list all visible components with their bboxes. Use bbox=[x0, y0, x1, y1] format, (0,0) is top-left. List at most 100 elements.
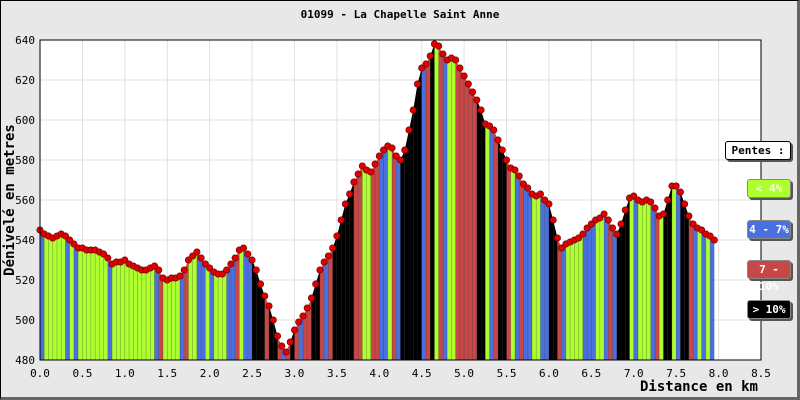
slope-segment bbox=[260, 284, 265, 360]
elevation-point bbox=[70, 240, 78, 248]
slope-segment bbox=[209, 268, 214, 360]
elevation-point bbox=[392, 152, 400, 160]
slope-segment bbox=[608, 220, 613, 360]
elevation-point bbox=[388, 144, 396, 152]
slope-segment bbox=[69, 240, 74, 360]
elevation-point bbox=[307, 294, 315, 302]
slope-segment bbox=[510, 168, 516, 360]
slope-segment bbox=[141, 270, 147, 360]
slope-segment bbox=[654, 208, 660, 360]
elevation-point bbox=[248, 256, 256, 264]
elevation-point bbox=[541, 196, 549, 204]
slope-segment bbox=[82, 248, 87, 360]
slope-segment bbox=[129, 264, 134, 360]
slope-segment bbox=[273, 320, 278, 360]
slope-segment bbox=[599, 214, 605, 360]
elevation-point bbox=[346, 190, 354, 198]
elevation-point bbox=[609, 224, 617, 232]
slope-segment bbox=[196, 252, 202, 360]
elevation-point bbox=[312, 280, 320, 288]
slope-segment bbox=[387, 146, 393, 360]
slope-segment bbox=[315, 270, 320, 360]
slope-segment bbox=[544, 200, 549, 360]
elevation-point bbox=[197, 254, 205, 262]
elevation-point bbox=[630, 192, 638, 200]
elevation-point bbox=[350, 178, 358, 186]
elevation-markers bbox=[36, 40, 718, 356]
elevation-point bbox=[536, 190, 544, 198]
elevation-point bbox=[367, 168, 375, 176]
slope-segment bbox=[413, 84, 418, 360]
slope-segment bbox=[578, 234, 583, 360]
slope-segment bbox=[425, 56, 431, 360]
slope-segment bbox=[328, 248, 333, 360]
elevation-point bbox=[685, 212, 693, 220]
slope-segment bbox=[99, 252, 104, 360]
slope-segment bbox=[455, 60, 460, 360]
slope-segment bbox=[78, 248, 83, 360]
slope-segment bbox=[264, 296, 270, 360]
slope-segment bbox=[349, 182, 354, 360]
y-tick-label: 520 bbox=[15, 274, 35, 287]
slope-segment bbox=[345, 194, 350, 360]
elevation-point bbox=[524, 184, 532, 192]
elevation-point bbox=[290, 326, 298, 334]
slope-segment bbox=[73, 244, 79, 360]
slope-segment bbox=[137, 268, 142, 360]
plot-area-border bbox=[39, 39, 762, 361]
elevation-point bbox=[498, 146, 506, 154]
elevation-point bbox=[583, 224, 591, 232]
elevation-point bbox=[418, 64, 426, 72]
x-tick-label: 2.5 bbox=[242, 367, 262, 380]
slope-segment bbox=[307, 298, 312, 360]
elevation-point bbox=[477, 106, 485, 114]
y-tick-label: 580 bbox=[15, 154, 35, 167]
elevation-point bbox=[180, 266, 188, 274]
x-tick-label: 6.5 bbox=[581, 367, 601, 380]
slope-segment bbox=[574, 238, 579, 360]
slope-segment bbox=[650, 202, 655, 360]
elevation-point bbox=[698, 226, 706, 234]
elevation-point bbox=[286, 338, 294, 346]
y-tick-label: 620 bbox=[15, 74, 35, 87]
x-tick-label: 7.0 bbox=[624, 367, 644, 380]
slope-segment bbox=[557, 238, 562, 360]
elevation-point bbox=[121, 256, 129, 264]
elevation-point bbox=[176, 272, 184, 280]
x-tick-label: 5.5 bbox=[497, 367, 517, 380]
slope-segment bbox=[642, 200, 647, 360]
elevation-point bbox=[155, 266, 163, 274]
slope-segment bbox=[124, 260, 130, 360]
elevation-point bbox=[278, 342, 286, 350]
slope-segment bbox=[319, 262, 325, 360]
slope-segment bbox=[400, 150, 405, 360]
slope-segment bbox=[95, 250, 100, 360]
elevation-point bbox=[206, 264, 214, 272]
slope-segment bbox=[434, 44, 439, 360]
slope-segment bbox=[332, 236, 337, 360]
elevation-point bbox=[469, 88, 477, 96]
slope-segment bbox=[502, 150, 507, 360]
slope-segment bbox=[222, 270, 227, 360]
elevation-point bbox=[439, 50, 447, 58]
elevation-point bbox=[511, 166, 519, 174]
x-tick-label: 3.0 bbox=[285, 367, 305, 380]
slope-segment bbox=[667, 186, 672, 360]
slope-segment bbox=[396, 156, 401, 360]
elevation-point bbox=[401, 146, 409, 154]
elevation-point bbox=[617, 220, 625, 228]
slope-segment bbox=[107, 258, 113, 360]
elevation-point bbox=[452, 56, 460, 64]
elevation-point bbox=[426, 52, 434, 60]
elevation-point bbox=[324, 252, 332, 260]
elevation-point bbox=[676, 188, 684, 196]
elevation-point bbox=[371, 160, 379, 168]
slope-segment bbox=[302, 308, 308, 360]
elevation-point bbox=[274, 332, 282, 340]
elevation-point bbox=[659, 210, 667, 218]
elevation-point bbox=[265, 302, 273, 310]
elevation-point bbox=[409, 106, 417, 114]
slope-segment bbox=[256, 270, 261, 360]
x-tick-label: 7.5 bbox=[666, 367, 686, 380]
elevation-point bbox=[490, 126, 498, 134]
